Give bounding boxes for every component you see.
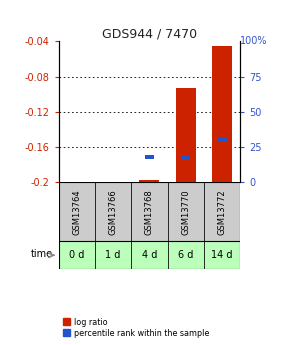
FancyBboxPatch shape [204,182,240,241]
Text: 0 d: 0 d [69,250,84,260]
Text: GSM13766: GSM13766 [109,189,117,235]
FancyBboxPatch shape [168,241,204,269]
Text: GSM13772: GSM13772 [218,189,226,235]
FancyBboxPatch shape [95,182,131,241]
FancyBboxPatch shape [204,241,240,269]
Text: 1 d: 1 d [105,250,121,260]
Legend: log ratio, percentile rank within the sample: log ratio, percentile rank within the sa… [63,317,209,337]
Text: 4 d: 4 d [142,250,157,260]
Bar [212,46,232,182]
FancyBboxPatch shape [59,182,95,241]
Text: time: time [31,249,53,259]
Text: 100%: 100% [240,37,268,46]
Bar [145,155,154,158]
Bar [139,180,159,182]
Bar [176,88,196,182]
FancyBboxPatch shape [59,241,95,269]
FancyBboxPatch shape [131,182,168,241]
Text: 6 d: 6 d [178,250,193,260]
FancyBboxPatch shape [95,241,131,269]
Bar [217,138,227,142]
Text: GSM13768: GSM13768 [145,189,154,235]
FancyBboxPatch shape [131,241,168,269]
Text: 14 d: 14 d [211,250,233,260]
Title: GDS944 / 7470: GDS944 / 7470 [102,27,197,40]
FancyBboxPatch shape [168,182,204,241]
Text: GSM13770: GSM13770 [181,189,190,235]
Bar [181,156,190,160]
Text: GSM13764: GSM13764 [72,189,81,235]
